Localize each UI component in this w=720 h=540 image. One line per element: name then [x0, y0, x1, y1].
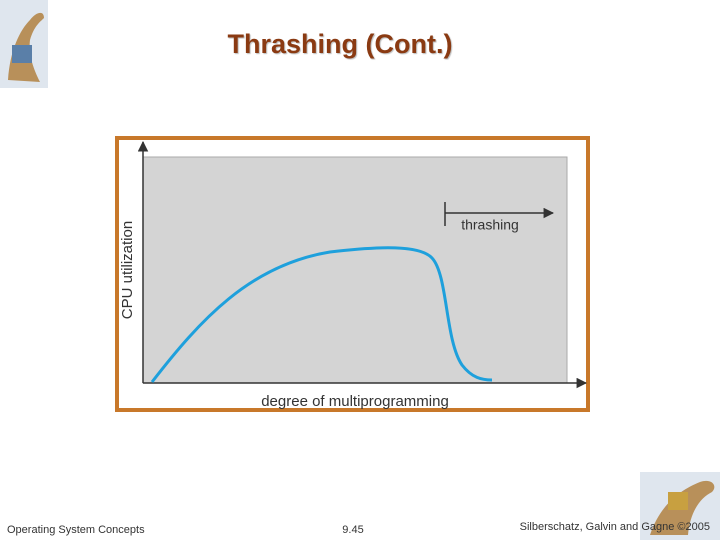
annotation: thrashing [461, 217, 519, 233]
utilization-curve [150, 246, 493, 383]
y-axis-label: CPU utilization [119, 221, 136, 319]
slide-title: Thrashing (Cont.) [228, 29, 453, 59]
footer-right: Silberschatz, Galvin and Gagne ©2005 [520, 521, 710, 533]
logo-bottom [640, 472, 720, 540]
footer-center: 9.45 [342, 524, 363, 536]
footer-left: Operating System Concepts [7, 524, 145, 536]
plot-area [142, 156, 568, 384]
x-axis-label: degree of multiprogramming [261, 393, 449, 410]
logo-top [0, 0, 48, 88]
